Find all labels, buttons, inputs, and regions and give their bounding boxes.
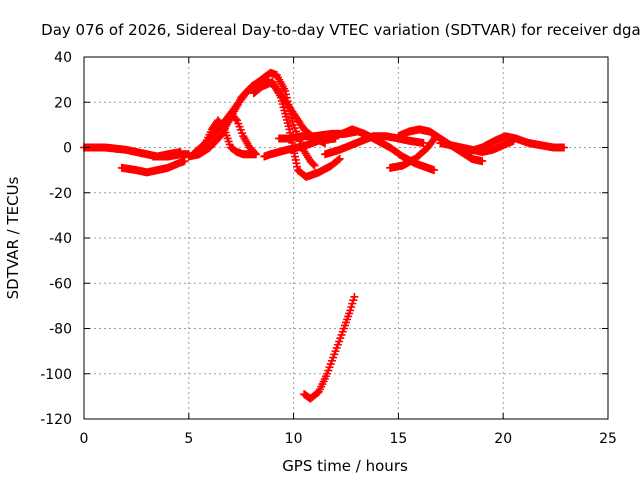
data-point (559, 143, 568, 152)
data-point (250, 148, 259, 157)
series-arc-16 (463, 132, 568, 157)
y-axis-label: SDTVAR / TECUs (4, 176, 22, 299)
y-tick-label: -40 (49, 231, 72, 247)
y-tick-label: -60 (49, 276, 72, 292)
data-point (335, 154, 344, 163)
x-tick-label: 10 (285, 431, 303, 447)
data-point (180, 157, 189, 166)
data-point (231, 114, 240, 123)
data-point (430, 166, 439, 175)
data-points (80, 68, 568, 403)
y-tick-label: -100 (40, 367, 72, 383)
y-tick-label: 20 (54, 95, 72, 111)
x-tick-label: 15 (389, 431, 407, 447)
series-arc-10 (274, 127, 361, 143)
y-tick-label: 0 (63, 141, 72, 157)
series-arc-13 (386, 132, 441, 172)
x-tick-label: 0 (80, 431, 89, 447)
data-point (419, 138, 428, 147)
data-point (334, 155, 343, 164)
data-point (478, 157, 487, 166)
x-tick-label: 25 (599, 431, 617, 447)
ticks: 0 5 10 15 20 25 40 20 0 -20 -40 -60 -80 -100 -120 (40, 50, 617, 447)
series-arc-7 (218, 109, 260, 159)
series-arc-17 (300, 292, 359, 403)
chart-title: Day 076 of 2026, Sidereal Day-to-day VTE… (41, 21, 640, 39)
series-arc-12 (337, 125, 439, 175)
x-tick-label: 5 (184, 431, 193, 447)
data-point (350, 292, 359, 301)
data-point (309, 160, 318, 169)
series-arc-2 (117, 157, 189, 177)
data-point (310, 161, 319, 170)
y-tick-label: 40 (54, 50, 72, 66)
x-tick-label: 20 (494, 431, 512, 447)
series-arc-9 (260, 134, 340, 161)
y-tick-label: -80 (49, 322, 72, 338)
y-tick-label: -20 (49, 186, 72, 202)
x-axis-label: GPS time / hours (282, 457, 408, 475)
data-point (251, 150, 260, 159)
y-tick-label: -120 (40, 412, 72, 428)
